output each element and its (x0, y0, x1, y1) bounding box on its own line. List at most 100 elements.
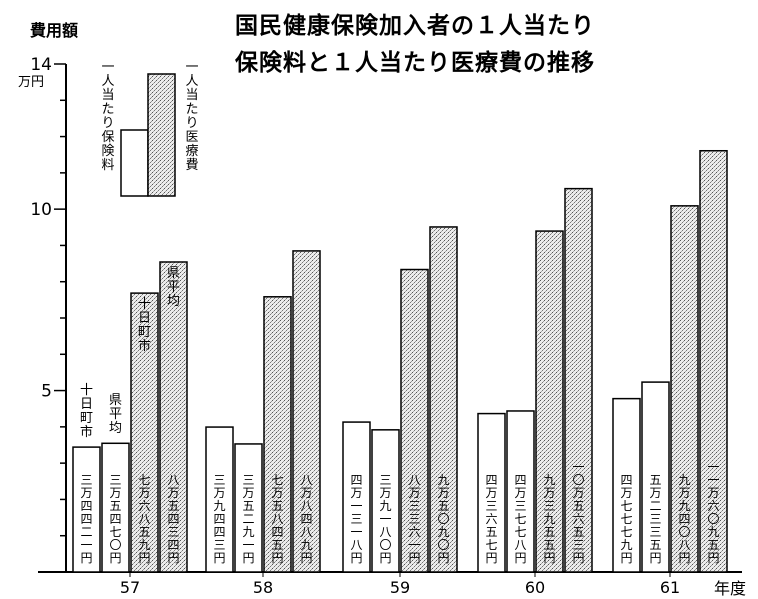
svg-text:た: た (185, 102, 198, 117)
svg-text:九: 九 (213, 499, 225, 513)
svg-text:万: 万 (300, 486, 312, 500)
svg-text:七: 七 (620, 512, 632, 526)
svg-text:六: 六 (485, 512, 497, 526)
svg-text:五: 五 (649, 538, 661, 552)
svg-text:円: 円 (514, 551, 526, 565)
svg-text:二: 二 (242, 512, 254, 526)
svg-text:三: 三 (80, 473, 92, 487)
bar (564, 187, 593, 573)
bar (130, 292, 159, 573)
svg-text:円: 円 (300, 551, 312, 565)
svg-text:た: た (101, 102, 114, 117)
svg-text:八: 八 (138, 512, 150, 526)
svg-text:六: 六 (408, 525, 420, 539)
svg-text:八: 八 (271, 512, 283, 526)
svg-text:円: 円 (678, 551, 690, 565)
svg-text:万: 万 (138, 486, 150, 500)
svg-text:四: 四 (678, 512, 690, 526)
svg-text:均: 均 (109, 421, 122, 436)
svg-text:万: 万 (543, 486, 555, 500)
svg-text:五: 五 (572, 499, 584, 513)
svg-text:六: 六 (138, 499, 150, 513)
svg-text:り: り (185, 116, 198, 131)
svg-text:り: り (101, 116, 114, 131)
svg-text:五: 五 (572, 525, 584, 539)
svg-text:五: 五 (543, 525, 555, 539)
bar (101, 442, 130, 573)
svg-text:万: 万 (242, 486, 254, 500)
svg-text:四: 四 (80, 512, 92, 526)
svg-text:万: 万 (80, 486, 92, 500)
bar (400, 268, 429, 573)
svg-text:〇: 〇 (437, 512, 449, 526)
svg-text:一: 一 (379, 512, 391, 526)
bar (205, 426, 234, 573)
svg-text:万: 万 (620, 486, 632, 500)
svg-text:万: 万 (350, 486, 362, 500)
svg-text:円: 円 (80, 551, 92, 565)
svg-text:八: 八 (167, 473, 179, 487)
svg-text:九: 九 (678, 499, 690, 513)
x-axis-label: 年度 (714, 579, 747, 598)
svg-text:三: 三 (572, 538, 584, 552)
svg-text:円: 円 (271, 551, 283, 565)
svg-text:九: 九 (543, 473, 555, 487)
svg-text:万: 万 (707, 486, 719, 500)
legend-swatch-insurance (120, 129, 149, 197)
svg-text:日: 日 (138, 311, 151, 326)
svg-text:県: 県 (167, 266, 180, 281)
svg-text:九: 九 (543, 512, 555, 526)
svg-text:万: 万 (649, 486, 661, 500)
svg-text:五: 五 (707, 538, 719, 552)
y-axis-label: 費用額 (30, 21, 79, 40)
x-tick-label: 60 (525, 578, 545, 595)
svg-text:四: 四 (300, 512, 312, 526)
svg-text:円: 円 (350, 551, 362, 565)
svg-text:三: 三 (408, 512, 420, 526)
bar (342, 421, 371, 573)
bar (72, 446, 101, 573)
bar (670, 205, 699, 573)
svg-text:三: 三 (543, 499, 555, 513)
svg-text:七: 七 (514, 512, 526, 526)
svg-text:円: 円 (620, 551, 632, 565)
svg-text:二: 二 (80, 525, 92, 539)
svg-text:四: 四 (620, 473, 632, 487)
svg-text:険: 険 (101, 144, 114, 159)
x-tick-label: 58 (253, 578, 273, 595)
svg-text:七: 七 (109, 525, 121, 539)
svg-text:七: 七 (271, 473, 283, 487)
bar (612, 397, 641, 573)
svg-text:三: 三 (242, 473, 254, 487)
bar (234, 443, 263, 573)
svg-text:円: 円 (109, 551, 121, 565)
svg-text:市: 市 (138, 338, 151, 354)
svg-text:万: 万 (213, 486, 225, 500)
svg-text:市: 市 (80, 424, 93, 440)
y-tick-label: 14 (30, 55, 52, 75)
bar (477, 412, 506, 573)
svg-text:〇: 〇 (379, 538, 391, 552)
svg-text:四: 四 (167, 512, 179, 526)
bar (263, 296, 292, 573)
svg-text:八: 八 (514, 538, 526, 552)
svg-text:七: 七 (138, 473, 150, 487)
svg-text:均: 均 (167, 294, 180, 309)
bar-caption: 県平均 (109, 393, 122, 436)
svg-text:六: 六 (707, 499, 719, 513)
svg-text:九: 九 (138, 538, 150, 552)
svg-text:当: 当 (185, 88, 198, 103)
svg-text:十: 十 (80, 383, 93, 398)
svg-text:四: 四 (109, 512, 121, 526)
svg-text:人: 人 (101, 74, 114, 89)
y-tick-label: 5 (41, 382, 52, 402)
svg-text:円: 円 (485, 551, 497, 565)
svg-text:九: 九 (678, 473, 690, 487)
